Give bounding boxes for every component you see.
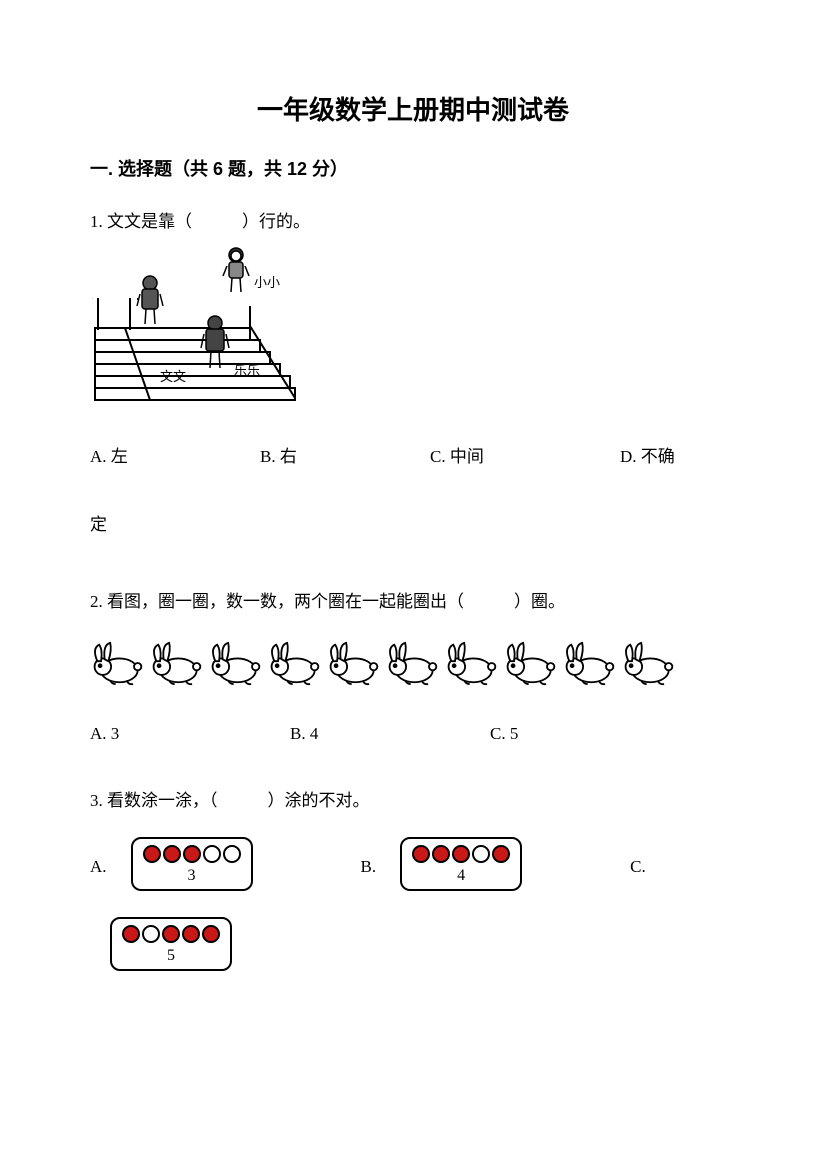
dot-filled-icon <box>412 845 430 863</box>
q1-opt-a: A. 左 <box>90 438 260 475</box>
dot-empty-icon <box>472 845 490 863</box>
stairs-drawing <box>90 298 300 418</box>
dot-empty-icon <box>203 845 221 863</box>
rabbit-icon <box>444 639 499 687</box>
q2-opt-b: B. 4 <box>290 715 490 752</box>
q3-text-before: 3. 看数涂一涂，（ <box>90 791 218 810</box>
rabbit-icon <box>503 639 558 687</box>
q3-row-2: 5 <box>90 917 736 971</box>
q3-label-a: A. <box>90 837 107 897</box>
q3-label-c: C. <box>630 837 646 897</box>
dot-empty-icon <box>142 925 160 943</box>
dot-filled-icon <box>492 845 510 863</box>
dot-filled-icon <box>182 925 200 943</box>
q1-text-after: ）行的。 <box>242 212 310 231</box>
dot-filled-icon <box>143 845 161 863</box>
q3-card-a-num: 3 <box>143 867 241 885</box>
q3-card-c-num: 5 <box>122 947 220 965</box>
q3-card-a: 3 <box>131 837 253 891</box>
q3-text-after: ）涂的不对。 <box>268 791 370 810</box>
q2-text: 2. 看图，圈一圈，数一数，两个圈在一起能圈出（ ）圈。 <box>90 583 736 620</box>
kid-wenwen <box>134 274 166 326</box>
q3-card-c: 5 <box>110 917 232 971</box>
rabbit-icon <box>90 639 145 687</box>
q3-text: 3. 看数涂一涂，（ ）涂的不对。 <box>90 782 736 819</box>
q3-row-1: A. 3 B. 4 C. <box>90 837 736 897</box>
kid-lele <box>198 314 230 370</box>
rabbit-icon <box>267 639 322 687</box>
dot-filled-icon <box>432 845 450 863</box>
rabbit-icon <box>562 639 617 687</box>
q1-text: 1. 文文是靠（ ）行的。 <box>90 203 736 240</box>
page-title: 一年级数学上册期中测试卷 <box>90 90 736 127</box>
q1-tail: 定 <box>90 506 736 543</box>
q1-opt-c: C. 中间 <box>430 438 620 475</box>
rabbit-icon <box>326 639 381 687</box>
section-header: 一. 选择题（共 6 题，共 12 分） <box>90 155 736 181</box>
q3-card-b: 4 <box>400 837 522 891</box>
dot-filled-icon <box>202 925 220 943</box>
dot-empty-icon <box>223 845 241 863</box>
q2-opt-a: A. 3 <box>90 715 290 752</box>
q3-label-b: B. <box>361 837 377 897</box>
q2-opt-c: C. 5 <box>490 715 640 752</box>
rabbit-icon <box>385 639 440 687</box>
dot-filled-icon <box>452 845 470 863</box>
q2-options: A. 3 B. 4 C. 5 <box>90 715 736 752</box>
label-xiaoxiao: 小小 <box>254 272 280 291</box>
rabbit-icon <box>621 639 676 687</box>
dot-filled-icon <box>162 925 180 943</box>
label-lele: 乐乐 <box>234 360 260 379</box>
q3-card-b-num: 4 <box>412 867 510 885</box>
dot-filled-icon <box>183 845 201 863</box>
q2-text-after: ）圈。 <box>514 592 565 611</box>
label-wenwen: 文文 <box>160 366 186 385</box>
q2-rabbits <box>90 639 736 687</box>
dot-filled-icon <box>122 925 140 943</box>
kid-xiaoxiao <box>220 246 252 294</box>
q1-options: A. 左 B. 右 C. 中间 D. 不确 <box>90 438 736 475</box>
q1-figure: 小小 文文 乐乐 <box>90 258 300 418</box>
q1-opt-d: D. 不确 <box>620 438 720 475</box>
dot-filled-icon <box>163 845 181 863</box>
q1-text-before: 1. 文文是靠（ <box>90 212 192 231</box>
q2-text-before: 2. 看图，圈一圈，数一数，两个圈在一起能圈出（ <box>90 592 464 611</box>
rabbit-icon <box>208 639 263 687</box>
rabbit-icon <box>149 639 204 687</box>
q1-opt-b: B. 右 <box>260 438 430 475</box>
